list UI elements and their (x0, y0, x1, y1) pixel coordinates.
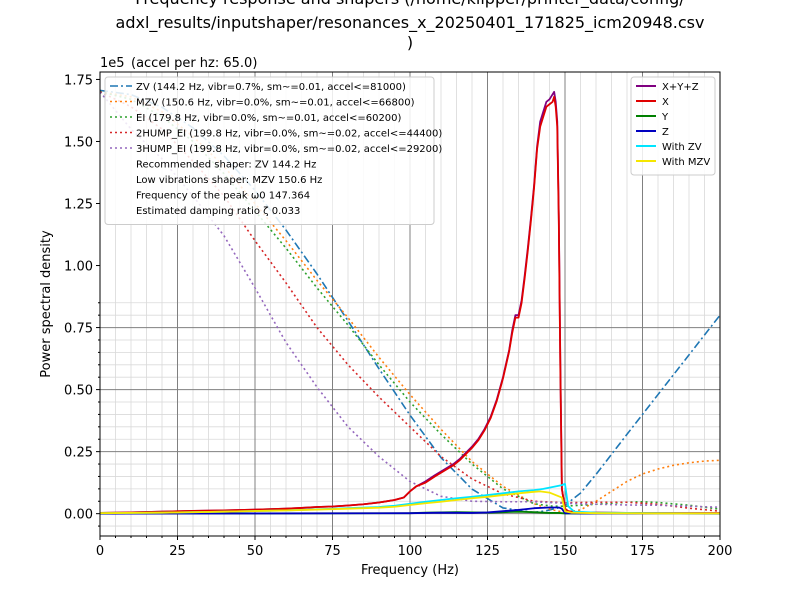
x-tick-label: 0 (96, 544, 104, 559)
psd-line-1 (100, 95, 720, 515)
chart-title-line-3: ) (407, 33, 413, 52)
legend-right: X+Y+Z XYZ With ZV With MZV (630, 76, 716, 176)
y-offset-label: 1e5 (100, 56, 125, 71)
y-tick-label: 1.75 (64, 73, 93, 88)
legend-label: 2HUMP_EI (199.8 Hz, vibr=0.0%, sm~=0.02,… (136, 129, 442, 140)
x-tick-label: 125 (475, 544, 500, 559)
chart-title-line-1: Frequency response and shapers (/home/kl… (135, 0, 685, 9)
legend-left-box (104, 76, 435, 225)
y-axis: 0.00 0.25 0.50 0.75 1.00 1.25 1.50 1.75 (64, 73, 100, 527)
x-tick-label: 75 (324, 544, 341, 559)
legend-label: With ZV (662, 142, 702, 153)
legend-label: Y (661, 112, 669, 123)
legend-label: Z (662, 127, 669, 138)
x-axis: 0 25 50 75 100 125 150 175 200 (96, 536, 733, 559)
y-axis-label: Power spectral density (39, 230, 54, 378)
y-tick-label: 0.00 (64, 508, 93, 523)
y-tick-label: 0.75 (64, 322, 93, 337)
y-tick-label: 1.50 (64, 135, 93, 150)
x-tick-label: 150 (553, 544, 578, 559)
x-tick-label: 50 (247, 544, 264, 559)
psd-line-5 (100, 490, 720, 515)
y-tick-label: 1.25 (64, 198, 93, 213)
x-tick-label: 200 (708, 544, 733, 559)
legend-label: With MZV (662, 157, 710, 168)
x-tick-label: 25 (169, 544, 186, 559)
x-tick-label: 100 (398, 544, 423, 559)
y-tick-label: 0.50 (64, 384, 93, 399)
legend-note: Low vibrations shaper: MZV 150.6 Hz (136, 175, 322, 186)
legend-note: Frequency of the peak ω0 147.364 (136, 191, 310, 202)
shaper-line-3 (100, 91, 720, 512)
x-axis-label: Frequency (Hz) (361, 563, 459, 578)
legend-label: X+Y+Z (662, 82, 699, 93)
psd-lines (100, 90, 720, 515)
legend-note: Recommended shaper: ZV 144.2 Hz (136, 160, 316, 171)
legend-label: 3HUMP_EI (199.8 Hz, vibr=0.0%, sm~=0.02,… (136, 144, 442, 155)
chart-subtitle: (accel per hz: 65.0) (131, 56, 257, 71)
legend-left: ZV (144.2 Hz, vibr=0.7%, sm~=0.01, accel… (104, 76, 442, 225)
legend-label: EI (179.8 Hz, vibr=0.0%, sm~=0.01, accel… (136, 113, 402, 124)
legend-label: X (662, 97, 669, 108)
x-tick-label: 175 (630, 544, 655, 559)
chart-title-line-2: adxl_results/inputshaper/resonances_x_20… (116, 13, 705, 33)
legend-label: ZV (144.2 Hz, vibr=0.7%, sm~=0.01, accel… (136, 82, 406, 93)
shaper-line-1 (100, 91, 720, 514)
legend-note: Estimated damping ratio ζ 0.033 (136, 206, 300, 217)
legend-label: MZV (150.6 Hz, vibr=0.0%, sm~=0.01, acce… (136, 98, 415, 109)
psd-line-3 (100, 506, 720, 515)
y-tick-label: 0.25 (64, 446, 93, 461)
y-tick-label: 1.00 (64, 260, 93, 275)
